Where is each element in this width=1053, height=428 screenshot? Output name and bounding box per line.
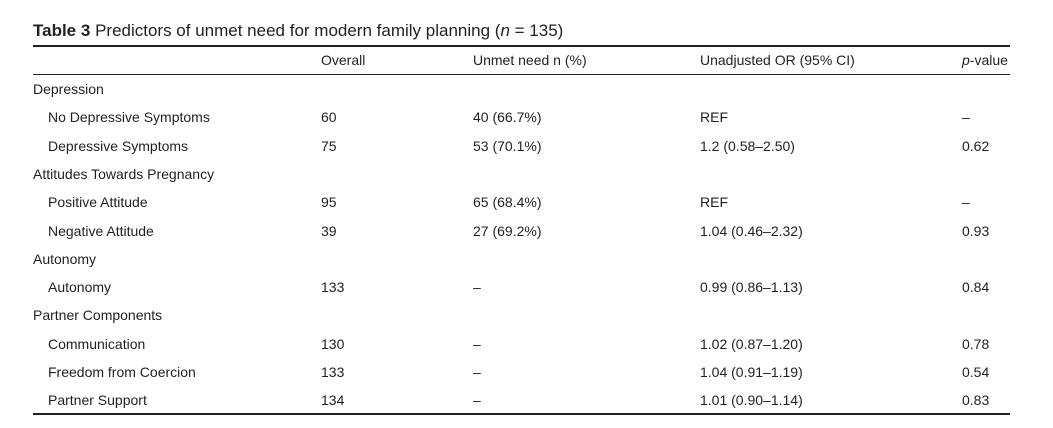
cell-overall: 133 [321, 364, 345, 380]
cell-odds-ratio: 1.02 (0.87–1.20) [700, 336, 803, 352]
cell-odds-ratio: REF [700, 194, 728, 210]
header-p-rest: -value [969, 52, 1008, 68]
cell-odds-ratio: 1.2 (0.58–2.50) [700, 138, 795, 154]
cell-overall: 133 [321, 279, 345, 295]
cell-p-value: – [962, 109, 970, 125]
header-rule [33, 74, 1010, 75]
cell-p-value: 0.54 [962, 364, 990, 380]
cell-odds-ratio: 1.04 (0.46–2.32) [700, 223, 803, 239]
cell-unmet-need: – [473, 392, 481, 408]
header-odds-ratio: Unadjusted OR (95% CI) [700, 52, 855, 68]
sample-size-value: = 135) [509, 21, 564, 40]
cell-overall: 134 [321, 392, 345, 408]
cell-unmet-need: 40 (66.7%) [473, 109, 542, 125]
cell-overall: 60 [321, 109, 337, 125]
group-label: Depression [33, 81, 104, 97]
cell-overall: 130 [321, 336, 345, 352]
header-unmet-need: Unmet need n (%) [473, 52, 587, 68]
group-label: Partner Components [33, 307, 163, 323]
table-caption: Table 3 Predictors of unmet need for mod… [33, 21, 563, 41]
sample-size-symbol: n [500, 21, 510, 40]
cell-overall: 75 [321, 138, 337, 154]
row-label: Autonomy [48, 279, 112, 295]
cell-odds-ratio: REF [700, 109, 728, 125]
row-label: Communication [48, 336, 146, 352]
row-label: Depressive Symptoms [48, 138, 189, 154]
cell-unmet-need: – [473, 279, 481, 295]
row-label: Partner Support [48, 392, 147, 408]
bottom-rule [33, 413, 1010, 415]
cell-unmet-need: – [473, 364, 481, 380]
cell-odds-ratio: 1.04 (0.91–1.19) [700, 364, 803, 380]
cell-odds-ratio: 1.01 (0.90–1.14) [700, 392, 803, 408]
cell-p-value: 0.78 [962, 336, 990, 352]
cell-unmet-need: 27 (69.2%) [473, 223, 542, 239]
header-overall: Overall [321, 52, 366, 68]
table-title: Predictors of unmet need for modern fami… [95, 21, 501, 40]
cell-p-value: 0.84 [962, 279, 990, 295]
group-label: Autonomy [33, 251, 97, 267]
header-p-italic: p [962, 52, 970, 68]
cell-p-value: 0.83 [962, 392, 990, 408]
cell-overall: 39 [321, 223, 337, 239]
header-p-value: p-value [962, 51, 1008, 69]
cell-odds-ratio: 0.99 (0.86–1.13) [700, 279, 803, 295]
row-label: Negative Attitude [48, 223, 154, 239]
group-label: Attitudes Towards Pregnancy [33, 166, 215, 182]
table-number: Table 3 [33, 21, 91, 40]
cell-p-value: 0.93 [962, 223, 990, 239]
cell-p-value: 0.62 [962, 138, 990, 154]
cell-unmet-need: 53 (70.1%) [473, 138, 542, 154]
cell-unmet-need: 65 (68.4%) [473, 194, 542, 210]
top-rule [33, 45, 1010, 47]
row-label: Freedom from Coercion [48, 364, 196, 380]
cell-overall: 95 [321, 194, 337, 210]
row-label: Positive Attitude [48, 194, 148, 210]
row-label: No Depressive Symptoms [48, 109, 210, 125]
cell-p-value: – [962, 194, 970, 210]
cell-unmet-need: – [473, 336, 481, 352]
